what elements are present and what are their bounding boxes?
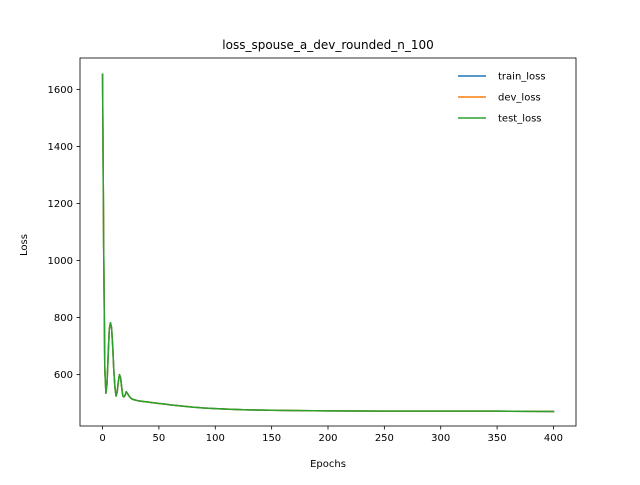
legend-label-test-loss: test_loss — [498, 114, 542, 125]
x-tick-label: 50 — [153, 433, 166, 444]
x-tick-label: 300 — [431, 433, 450, 444]
x-axis-label: Epochs — [310, 459, 346, 470]
x-tick-label: 100 — [206, 433, 225, 444]
y-tick-label: 1200 — [48, 199, 73, 210]
x-tick-label: 200 — [318, 433, 337, 444]
x-tick-label: 0 — [99, 433, 105, 444]
y-tick-label: 600 — [54, 370, 73, 381]
x-tick-label: 150 — [262, 433, 281, 444]
series-line-test-loss — [101, 73, 555, 413]
x-tick-label: 250 — [375, 433, 394, 444]
x-tick-label: 350 — [488, 433, 507, 444]
y-tick-label: 1000 — [48, 256, 73, 267]
y-tick-label: 800 — [54, 313, 73, 324]
y-axis-label: Loss — [19, 234, 30, 256]
chart-title: loss_spouse_a_dev_rounded_n_100 — [222, 38, 433, 52]
plot-area: 0 50 100 150 200 250 300 350 400 600 800 1000 1200 14… — [48, 57, 577, 444]
y-tick-label: 1600 — [48, 85, 73, 96]
legend-label-dev-loss: dev_loss — [498, 93, 541, 104]
x-tick-label: 400 — [544, 433, 563, 444]
legend: train_loss dev_loss test_loss — [458, 72, 546, 125]
y-tick-label: 1400 — [48, 142, 73, 153]
legend-label-train-loss: train_loss — [498, 72, 546, 83]
